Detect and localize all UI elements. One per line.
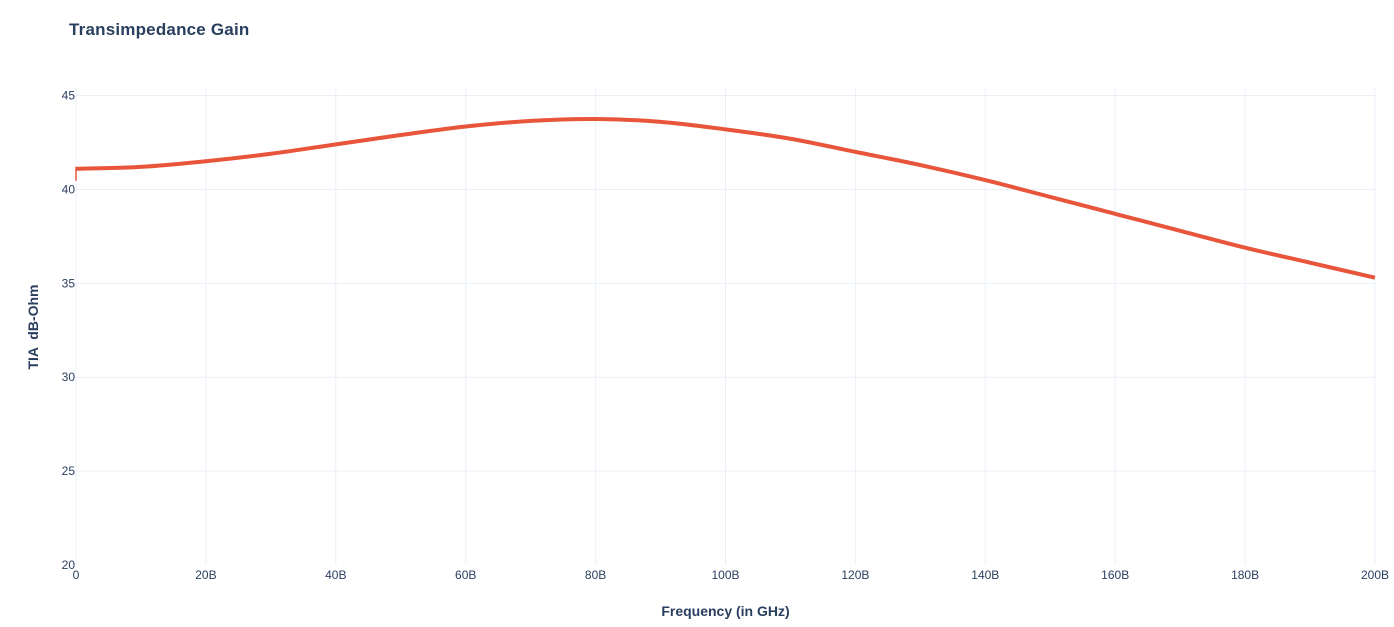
x-tick-label: 100B [711,568,739,582]
x-tick-label: 80B [585,568,606,582]
x-tick-label: 120B [841,568,869,582]
chart-title: Transimpedance Gain [69,20,250,39]
series-layer [75,117,1376,280]
x-tick-label: 20B [195,568,216,582]
y-tick-label: 20 [62,558,76,572]
grid-layer [75,88,1376,565]
x-tick-label: 140B [971,568,999,582]
y-tick-label: 35 [62,276,76,290]
y-tick-label: 45 [62,89,76,103]
series-line [75,117,1376,280]
y-tick-label: 25 [62,464,76,478]
x-tick-label: 180B [1231,568,1259,582]
y-axis-title: TIA dB-Ohm [25,284,41,369]
y-tick-label: 30 [62,370,76,384]
x-tick-label: 200B [1361,568,1389,582]
x-tick-label: 60B [455,568,476,582]
x-tick-label: 0 [73,568,80,582]
x-axis-ticks: 0 20B 40B 60B 80B 100B 120B 140B 160B 180B 200B [73,568,1389,582]
x-tick-label: 40B [325,568,346,582]
x-tick-label: 160B [1101,568,1129,582]
y-tick-label: 40 [62,182,76,196]
y-axis-ticks: 20 25 30 35 40 45 [62,89,76,572]
x-axis-title: Frequency (in GHz) [661,603,789,619]
